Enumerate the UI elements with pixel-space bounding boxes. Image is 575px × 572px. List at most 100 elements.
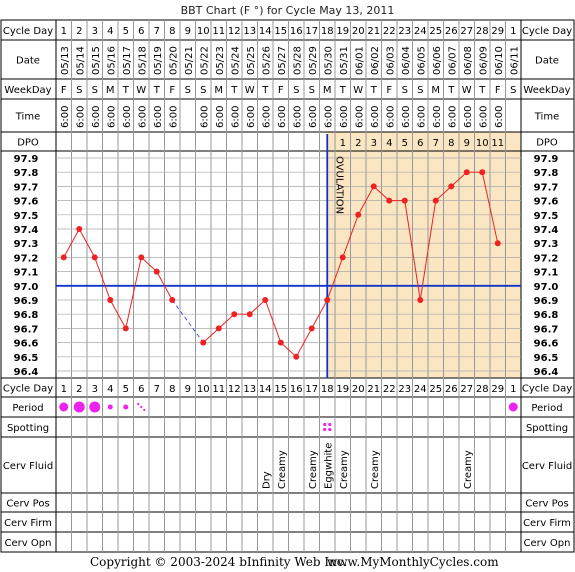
y-tick-right: 97.2 [534,253,559,264]
y-tick-left: 97.3 [14,239,39,250]
date-label: 06/08 [463,46,474,75]
cycle-day-label: 10 [197,26,210,37]
y-tick-left: 96.5 [14,353,39,364]
weekday-label: T [230,85,238,96]
y-tick-right: 97.4 [534,225,559,236]
cycle-day-label: 16 [290,26,303,37]
y-tick-right: 97.1 [534,268,559,279]
weekday-label: T [447,85,455,96]
temperature-point [355,211,362,218]
row-label-cycle_day: Cycle Day [3,384,53,395]
weekday-label: T [153,85,161,96]
cycle-day-label: 26 [445,26,458,37]
date-label: 06/10 [494,46,505,75]
date-label: 06/01 [354,46,365,75]
cycle-day-label-bottom: 22 [383,384,396,395]
date-label: 06/02 [370,46,381,75]
y-tick-left: 97.5 [14,211,39,222]
time-label: 6:00 [199,106,210,128]
temperature-line-segment [373,186,390,201]
y-tick-right: 96.5 [534,353,559,364]
time-label: 6:00 [354,106,365,128]
cycle-day-label-bottom: 16 [290,384,303,395]
weekday-label: M [323,85,332,96]
date-label: 05/19 [153,46,164,75]
footer-copyright: Copyright © 2003-2024 bInfinity Web Inc. [90,555,347,569]
weekday-label: F [169,85,175,96]
temperature-gap-line [171,299,204,343]
row-label-dpo: DPO [17,138,39,149]
cycle-day-label: 25 [429,26,442,37]
cycle-day-label: 6 [138,26,144,37]
cycle-day-label: 9 [185,26,191,37]
weekday-label: W [462,85,472,96]
temperature-point [494,240,501,247]
cycle-day-label-bottom: 13 [243,384,256,395]
row-label-dpo-right: DPO [536,138,558,149]
temperature-line-segment [264,299,282,343]
y-tick-left: 97.7 [14,182,39,193]
row-label-spotting: Spotting [7,423,49,434]
cycle-day-label-bottom: 9 [185,384,191,395]
row-label-weekday: WeekDay [4,85,51,96]
cycle-day-label-bottom: 15 [274,384,287,395]
weekday-label: S [417,85,423,96]
date-label: 05/17 [122,46,133,75]
temperature-point [138,254,145,261]
cycle-day-label-bottom: 12 [228,384,241,395]
y-tick-right: 96.7 [534,324,559,335]
spotting-marker [328,427,332,432]
date-label: 06/07 [447,46,458,75]
cycle-day-label: 1 [510,26,516,37]
cycle-day-label: 12 [228,26,241,37]
period-marker [73,401,85,413]
date-label: 05/14 [75,46,86,75]
period-marker [107,404,113,410]
period-spotting-dot [140,405,143,409]
temperature-point [215,325,222,332]
period-spotting-dot [137,402,140,406]
cycle-day-label: 23 [398,26,411,37]
dpo-label: 6 [417,138,423,149]
temperature-line-segment [109,299,127,329]
temperature-point [448,183,455,190]
time-label: 6:00 [308,106,319,128]
time-label: 6:00 [153,106,164,128]
dpo-label: 10 [476,138,489,149]
cycle-day-label-bottom: 19 [336,384,349,395]
dpo-label: 7 [433,138,439,149]
cycle-day-label-bottom: 10 [197,384,210,395]
weekday-label: S [309,85,315,96]
footer-site: www.MyMonthlyCycles.com [327,555,499,569]
dpo-label: 1 [340,138,346,149]
y-tick-right: 96.8 [534,310,559,321]
dpo-label: 8 [448,138,454,149]
dpo-label: 4 [386,138,392,149]
row-label-cycle_day: Cycle Day [3,26,53,37]
cycle-day-label-bottom: 8 [169,384,175,395]
period-spotting-dot [143,408,146,412]
temperature-line-segment [357,186,375,216]
cycle-day-label: 7 [154,26,160,37]
y-tick-left: 97.1 [14,268,39,279]
row-label-time-right: Time [534,112,559,123]
cycle-day-label: 13 [243,26,256,37]
ovulation-label: OVULATION [333,156,344,214]
date-label: 05/30 [323,46,334,75]
time-label: 6:00 [137,106,148,128]
cycle-day-label: 20 [352,26,365,37]
time-label: 6:00 [215,106,226,128]
y-tick-left: 96.9 [14,296,39,307]
temperature-line-segment [140,257,158,272]
cycle-day-label: 4 [107,26,113,37]
time-label: 6:00 [75,106,86,128]
time-label: 6:00 [478,106,489,128]
temperature-point [231,311,238,318]
row-label-weekday-right: WeekDay [523,85,570,96]
temperature-line-segment [202,328,220,343]
weekday-label: T [261,85,269,96]
y-tick-left: 96.4 [14,367,39,378]
temperature-point [339,254,346,261]
y-tick-left: 97.2 [14,253,39,264]
time-label: 6:00 [370,106,381,128]
